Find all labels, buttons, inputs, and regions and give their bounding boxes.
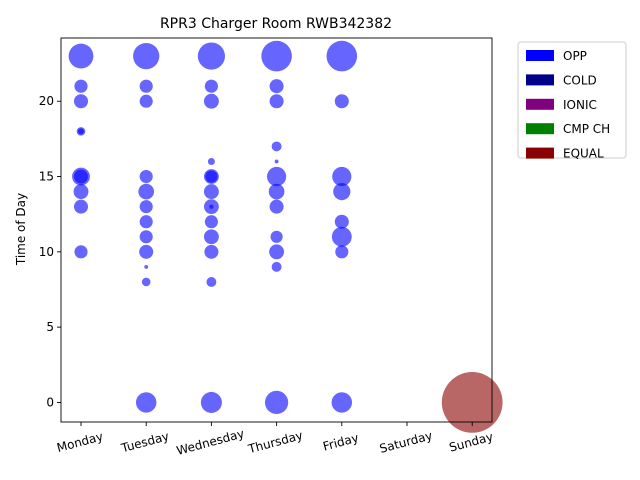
y-axis-ticks: 0 5 10 15 20 (39, 94, 61, 409)
legend-swatch-cmp-ch (526, 123, 554, 135)
data-point-opp (261, 40, 292, 72)
data-point-opp (77, 128, 85, 135)
data-point-opp (73, 184, 89, 200)
x-tick-label-sunday: Sunday (448, 430, 495, 455)
data-point-opp (206, 276, 217, 287)
x-tick-label-saturday: Saturday (378, 428, 434, 456)
data-point-opp (269, 244, 285, 260)
data-point-opp (139, 215, 153, 229)
data-point-opp (139, 79, 153, 93)
data-points (68, 40, 503, 433)
data-point-opp (203, 229, 219, 245)
legend-label-opp: OPP (563, 49, 587, 63)
data-point-opp (331, 392, 353, 413)
x-tick-label-monday: Monday (55, 429, 104, 455)
y-tick-label: 0 (46, 395, 54, 409)
legend-label-cold: COLD (563, 73, 597, 87)
data-point-opp (200, 391, 222, 413)
data-point-opp (334, 94, 349, 109)
data-point-opp (334, 214, 349, 229)
data-point-opp (197, 42, 225, 70)
data-point-opp (204, 244, 219, 259)
y-tick-label: 20 (39, 94, 54, 108)
data-point-opp (269, 199, 284, 214)
data-point-opp (266, 166, 287, 187)
data-point-opp (269, 79, 284, 94)
data-point-opp (73, 199, 89, 214)
data-point-opp (73, 169, 89, 184)
data-point-opp (268, 183, 285, 200)
data-point-opp (270, 230, 283, 243)
data-point-opp (271, 141, 282, 152)
x-tick-label-friday: Friday (321, 431, 360, 454)
legend-swatch-opp (526, 50, 554, 61)
data-point-opp (133, 42, 160, 70)
data-point-opp (68, 43, 94, 69)
legend-swatch-equal (526, 147, 554, 159)
legend-label-ionic: IONIC (563, 98, 597, 112)
legend: OPP COLD IONIC CMP CH EQUAL (517, 41, 627, 161)
data-point-opp (138, 183, 155, 200)
data-point-opp (203, 184, 219, 200)
data-point-opp (144, 264, 149, 269)
data-point-opp (73, 94, 89, 109)
legend-label-equal: EQUAL (563, 147, 604, 161)
x-tick-label-thursday: Thursday (246, 428, 305, 456)
data-point-opp (139, 230, 153, 244)
y-tick-label: 15 (39, 170, 54, 184)
data-point-opp (139, 169, 153, 184)
data-point-opp (332, 166, 352, 187)
chart-title: RPR3 Charger Room RWB342382 (160, 16, 392, 32)
y-tick-label: 10 (39, 245, 54, 259)
data-point-opp (139, 200, 153, 214)
data-point-opp (209, 204, 214, 209)
x-tick-label-wednesday: Wednesday (175, 426, 246, 458)
data-point-opp (269, 94, 284, 109)
data-point-opp (271, 261, 282, 272)
data-point-opp (139, 244, 154, 259)
data-point-opp (335, 245, 349, 259)
legend-swatch-ionic (526, 98, 554, 110)
data-point-opp (141, 277, 151, 287)
data-point-opp (204, 79, 218, 93)
data-point-opp (205, 170, 218, 183)
data-point-equal (441, 372, 503, 433)
data-point-opp (203, 93, 219, 109)
y-tick-label: 5 (46, 320, 54, 334)
y-axis-label: Time of Day (14, 193, 28, 266)
data-point-opp (74, 79, 88, 93)
data-point-opp (333, 183, 351, 201)
x-tick-label-tuesday: Tuesday (119, 429, 171, 455)
data-point-opp (331, 226, 352, 247)
data-point-opp (207, 157, 215, 165)
data-point-opp (326, 40, 358, 72)
data-point-opp (139, 94, 153, 108)
data-point-opp (204, 215, 218, 229)
data-point-opp (135, 392, 157, 413)
data-point-opp (274, 159, 279, 164)
x-axis-ticks: Monday Tuesday Wednesday Thursday Friday Satu… (55, 422, 495, 458)
data-point-opp (264, 390, 289, 415)
data-point-opp (74, 245, 88, 259)
legend-swatch-cold (526, 74, 554, 86)
legend-label-cmp-ch: CMP CH (563, 122, 610, 136)
